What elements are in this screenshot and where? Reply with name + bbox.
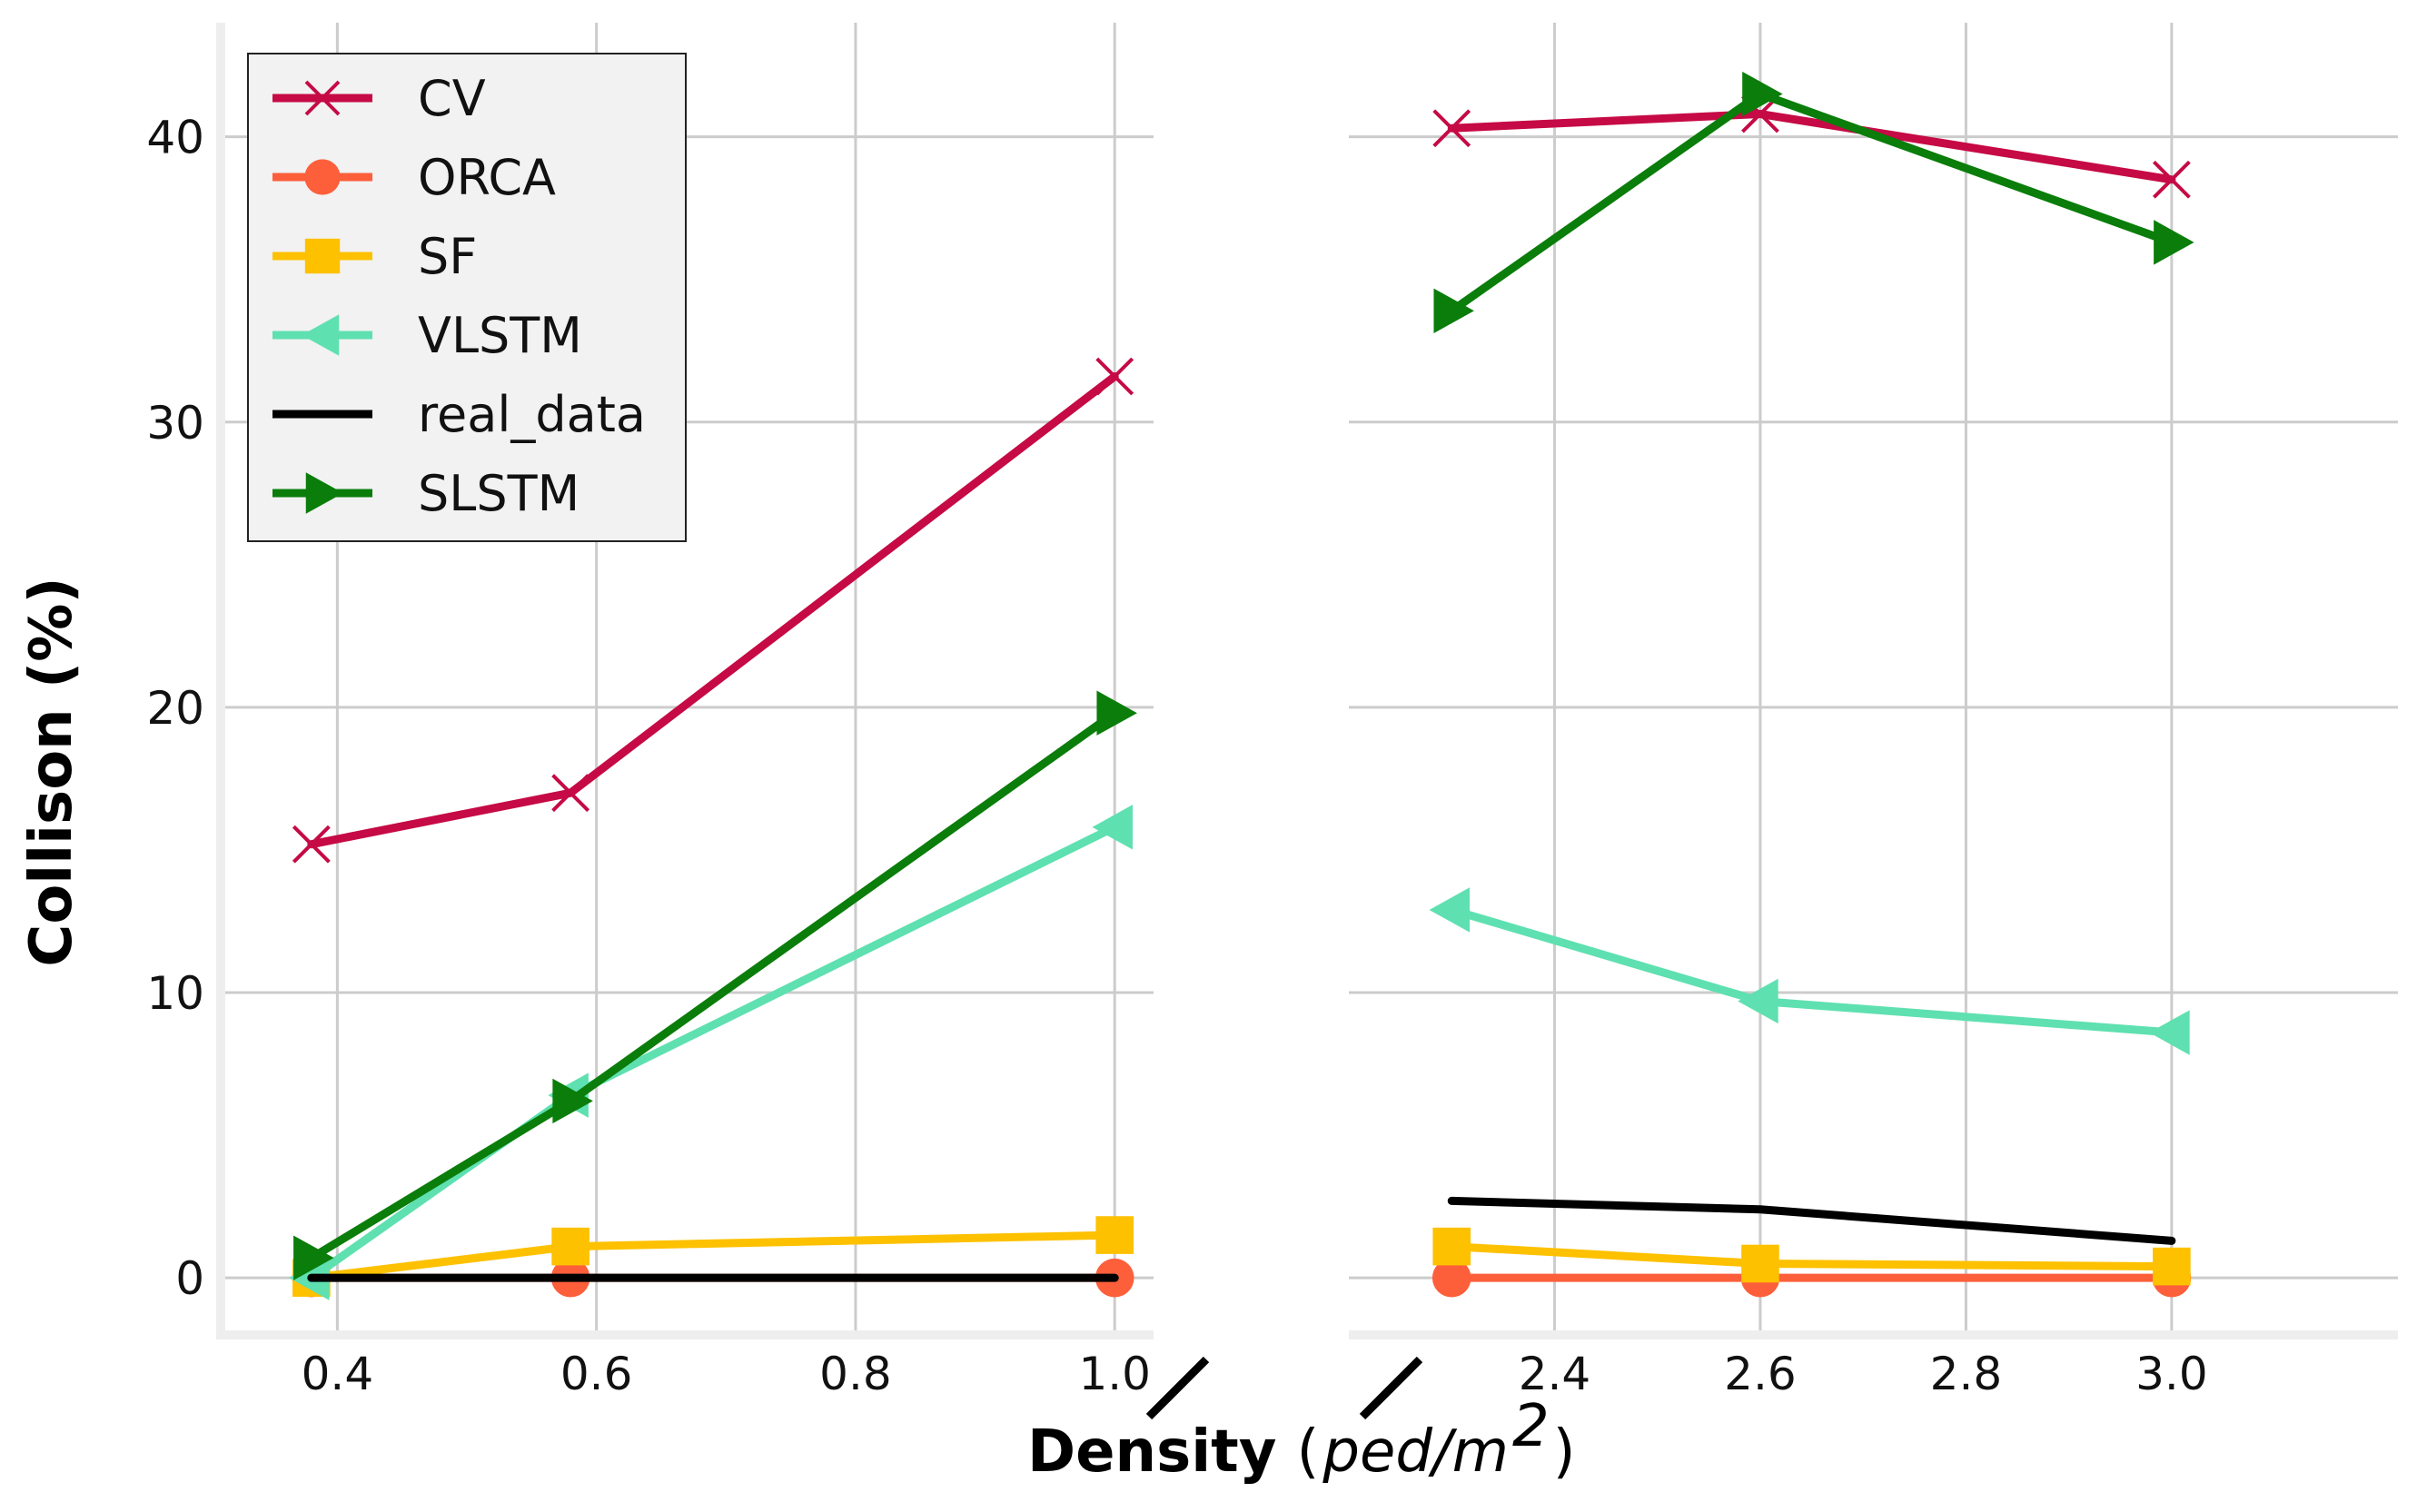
x-axis-label-paren-open: (	[1296, 1418, 1319, 1486]
marker-triangle-right	[1742, 71, 1783, 117]
marker-triangle-right	[2154, 220, 2194, 265]
x-axis-label-name: Density	[1027, 1418, 1276, 1486]
legend-label: CV	[418, 70, 486, 127]
legend-item: VLSTM	[272, 307, 582, 364]
marker-triangle-left	[1738, 978, 1778, 1024]
legend-label: ORCA	[418, 149, 556, 206]
legend-item: SLSTM	[272, 465, 580, 522]
series-layer	[289, 71, 2194, 1300]
legend-label: SLSTM	[418, 465, 580, 522]
legend-item: ORCA	[272, 149, 556, 206]
legend-label: real_data	[418, 386, 646, 443]
marker-triangle-right	[1096, 690, 1137, 736]
axes-layer: 0.4 0.6 0.8 1.0 2.4 2.6 2.8 3.0 0 10 20 30 40	[146, 23, 2398, 1420]
x-tick-label: 2.8	[1930, 1348, 2003, 1400]
legend: CV ORCA SF VLSTM real_data SLSTM	[247, 53, 687, 542]
marker-circle	[1431, 1258, 1471, 1298]
marker-triangle-left	[302, 314, 340, 356]
y-tick-label: 10	[146, 967, 204, 1020]
marker-x	[1432, 109, 1471, 148]
marker-triangle-right	[305, 472, 343, 514]
marker-triangle-left	[2149, 1010, 2190, 1055]
y-axis-label: Collison (%)	[18, 577, 85, 966]
x-tick-label: 2.4	[1519, 1348, 1591, 1400]
marker-triangle-left	[1092, 805, 1133, 850]
marker-triangle-left	[1429, 887, 1470, 933]
marker-x	[292, 825, 331, 864]
x-tick-label: 0.6	[560, 1348, 633, 1400]
marker-circle	[304, 159, 341, 195]
marker-triangle-right	[552, 1078, 593, 1124]
axis-break-mark	[1359, 1356, 1423, 1420]
marker-x	[1095, 357, 1134, 396]
legend-label: SF	[418, 228, 477, 285]
y-tick-label: 40	[146, 112, 204, 164]
marker-triangle-right	[293, 1235, 334, 1280]
marker-square	[304, 238, 341, 274]
x-tick-label: 3.0	[2135, 1348, 2208, 1400]
marker-x	[551, 774, 590, 813]
marker-square	[1432, 1227, 1471, 1266]
marker-square	[1741, 1244, 1779, 1283]
marker-triangle-right	[1433, 288, 1474, 333]
x-axis-label-exponent: 2	[1512, 1393, 1550, 1460]
marker-x	[2152, 160, 2191, 199]
legend-box	[247, 53, 687, 542]
marker-square	[551, 1227, 589, 1266]
series-CV	[292, 94, 2191, 864]
x-tick-label: 1.0	[1078, 1348, 1151, 1400]
x-axis-label: Density ( ped/m 2 )	[1027, 1393, 1576, 1486]
axis-break-mark	[1145, 1356, 1210, 1420]
series-SLSTM	[293, 71, 2194, 1280]
series-real_data	[307, 1196, 2176, 1282]
y-tick-label: 30	[146, 397, 204, 450]
series-line	[1447, 1196, 2176, 1245]
marker-square	[2153, 1247, 2191, 1286]
legend-label: VLSTM	[418, 307, 582, 364]
x-tick-label: 0.8	[819, 1348, 892, 1400]
legend-item: CV	[272, 70, 486, 127]
x-tick-label: 2.6	[1724, 1348, 1797, 1400]
x-axis-label-unit: ped/m	[1322, 1418, 1509, 1486]
legend-item: SF	[272, 228, 477, 285]
x-tick-label: 0.4	[302, 1348, 374, 1400]
marker-x	[304, 80, 341, 116]
y-tick-label: 20	[146, 682, 204, 735]
marker-square	[1095, 1216, 1134, 1254]
x-axis-label-paren-close: )	[1553, 1418, 1576, 1486]
legend-item: real_data	[272, 386, 646, 443]
y-tick-label: 0	[175, 1252, 204, 1305]
